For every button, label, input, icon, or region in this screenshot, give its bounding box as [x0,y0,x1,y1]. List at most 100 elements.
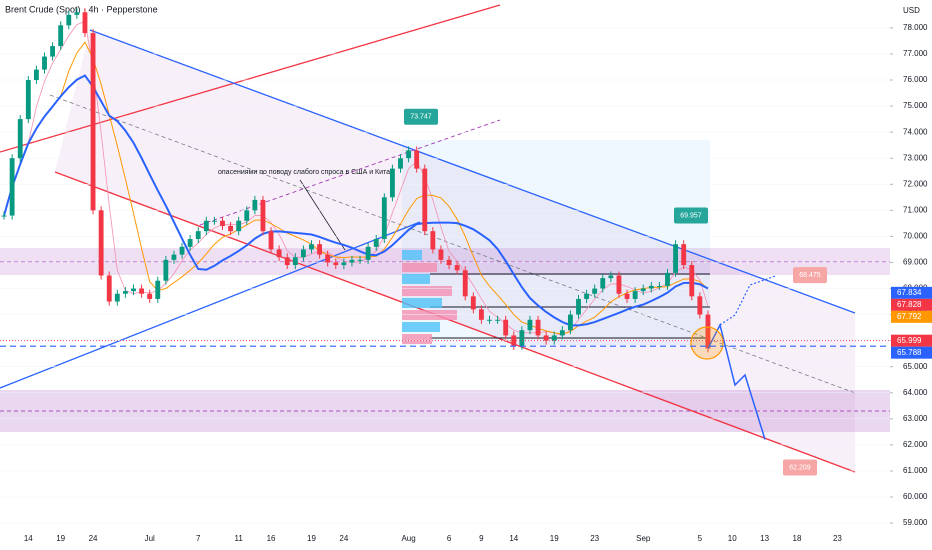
candle [665,272,670,286]
channel-line [54,171,856,473]
y-tick-label: 76.000 [903,75,928,84]
x-tick-label: 9 [479,534,484,543]
x-tick-label: Jul [145,534,155,543]
candle [705,314,711,349]
axis-price-badge [891,334,932,347]
candle [503,319,509,336]
candle [341,262,347,266]
moving-average [3,20,709,336]
x-tick-label: Aug [401,534,415,543]
callout [674,207,708,224]
x-tick-label: 24 [89,534,98,543]
y-tick-label: 78.000 [903,23,928,32]
x-tick-label: 11 [235,534,244,543]
candle [551,335,557,341]
moving-average [3,74,709,327]
y-tick-label: 62.000 [903,440,928,449]
channel-line [0,221,421,389]
candle [422,168,428,232]
candle [624,293,630,299]
candle [147,293,153,299]
y-tick-label: 74.000 [903,127,928,136]
candle [689,265,695,297]
candle [66,14,72,26]
y-tick-label: 65.000 [903,362,928,371]
x-tick-label: 19 [56,534,65,543]
candle [681,244,687,266]
callout [783,459,817,476]
mid-line [49,94,856,394]
candle [333,262,339,266]
candle [163,259,169,281]
candle [365,246,371,260]
candle [1,215,7,217]
y-tick-label: 69.000 [903,258,928,267]
candle [276,249,282,258]
y-tick-label: 75.000 [903,101,928,110]
candle [155,280,161,299]
callout-label: 68.475 [799,272,821,279]
candle [17,119,23,159]
candle [195,231,201,240]
annotation: опасениями по поводу слабого спроса в СШ… [218,168,394,176]
candle [171,254,177,260]
candle [478,309,484,320]
candle [292,257,298,266]
candle [640,288,646,292]
candle [284,257,290,266]
candle [122,291,128,294]
candle [309,244,314,250]
y-tick-label: 77.000 [903,49,928,58]
candle [527,319,533,331]
x-tick-label: 23 [833,534,842,543]
callout [793,267,827,284]
candle [487,319,492,321]
candle [252,199,258,211]
x-tick-label: 14 [24,534,33,543]
x-tick-label: 13 [760,534,769,543]
candle [559,330,565,336]
y-tick-label: 73.000 [903,153,928,162]
candle [349,259,355,263]
candle [317,244,323,255]
candle [567,314,573,331]
axis-price-badge [891,298,932,311]
y-tick-label: 63.000 [903,414,928,423]
candle [584,293,590,299]
mid-line [199,119,501,226]
x-tick-label: 18 [793,534,802,543]
candle [179,246,185,255]
candle [357,259,363,261]
time-axis [0,527,890,550]
x-tick-label: 7 [196,534,201,543]
axis-price-badge [891,346,932,359]
chart-title: Brent Crude (Spot) · 4h · Pepperstone [5,4,158,14]
candle [25,80,31,120]
candle [381,197,387,240]
annotation-line [299,179,346,251]
candle [438,249,444,260]
x-tick-label: 19 [550,534,559,543]
callout-label: 73.747 [410,114,432,121]
callout [404,108,438,125]
candle [616,275,622,294]
projection [719,275,776,326]
candle [398,158,403,169]
x-tick-label: Sep [636,534,651,543]
candle [325,254,331,263]
candle [608,275,614,279]
candle [673,244,679,273]
highlight [690,326,724,360]
axis-price-label: 67.834 [897,288,922,297]
candle [535,319,541,336]
candle [244,210,250,221]
candle [592,288,598,294]
candle [236,220,242,232]
projection [707,322,766,440]
candle [632,291,638,299]
candle [114,293,120,302]
y-tick-label: 60.000 [903,492,928,501]
volume-profile [402,250,457,344]
candle [543,335,549,341]
